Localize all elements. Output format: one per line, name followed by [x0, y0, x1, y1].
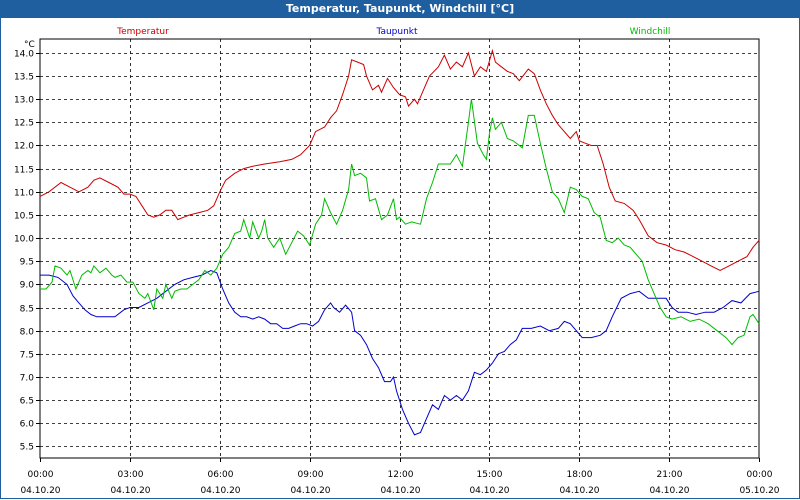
- x-tick-date: 05.10.20: [739, 486, 779, 496]
- series-line-windchill: [40, 99, 760, 346]
- x-tick-date: 04.10.20: [110, 486, 150, 496]
- y-tick-label: 5.5: [20, 443, 34, 453]
- y-tick-label: 10.0: [14, 235, 34, 245]
- y-tick-label: 11.0: [14, 189, 34, 199]
- y-tick-label: 13.0: [14, 96, 34, 106]
- plot-area: [39, 38, 760, 459]
- y-tick-label: 6.5: [20, 397, 34, 407]
- x-tick-time: 12:00: [388, 470, 414, 480]
- x-tick-time: 06:00: [208, 470, 234, 480]
- chart-title: Temperatur, Taupunkt, Windchill [°C]: [0, 0, 800, 18]
- y-tick-label: 8.0: [20, 328, 35, 338]
- y-tick-label: 6.0: [20, 420, 35, 430]
- x-tick-time: 18:00: [567, 470, 593, 480]
- y-tick-label: 9.0: [20, 281, 35, 291]
- y-tick-label: 14.0: [14, 50, 34, 60]
- x-tick-date: 04.10.20: [469, 486, 509, 496]
- y-tick-label: 13.5: [14, 73, 34, 83]
- x-tick-time: 00:00: [28, 470, 54, 480]
- y-tick-label: 7.5: [20, 351, 34, 361]
- x-tick-time: 21:00: [657, 470, 683, 480]
- x-tick-time: 03:00: [118, 470, 144, 480]
- legend-windchill: Windchill: [630, 27, 671, 37]
- y-tick-label: 9.5: [20, 258, 34, 268]
- x-tick-date: 04.10.20: [200, 486, 240, 496]
- x-tick-date: 04.10.20: [20, 486, 60, 496]
- x-tick-time: 00:00: [747, 470, 773, 480]
- y-tick-label: 12.0: [14, 142, 34, 152]
- y-tick-label: 7.0: [20, 374, 35, 384]
- x-tick-date: 04.10.20: [380, 486, 420, 496]
- series-line-taupunkt: [40, 269, 760, 436]
- x-tick-date: 04.10.20: [559, 486, 599, 496]
- legend-temperatur: Temperatur: [116, 27, 169, 37]
- x-tick-date: 04.10.20: [649, 486, 689, 496]
- legend-taupunkt: Taupunkt: [375, 27, 418, 37]
- x-tick-date: 04.10.20: [290, 486, 330, 496]
- y-axis-label: °C: [24, 40, 35, 50]
- y-tick-label: 12.5: [14, 119, 34, 129]
- series-line-temperatur: [39, 48, 760, 272]
- y-tick-label: 11.5: [14, 166, 34, 176]
- y-tick-label: 8.5: [20, 305, 34, 315]
- x-tick-time: 09:00: [298, 470, 324, 480]
- y-tick-label: 10.5: [14, 212, 34, 222]
- x-tick-time: 15:00: [477, 470, 503, 480]
